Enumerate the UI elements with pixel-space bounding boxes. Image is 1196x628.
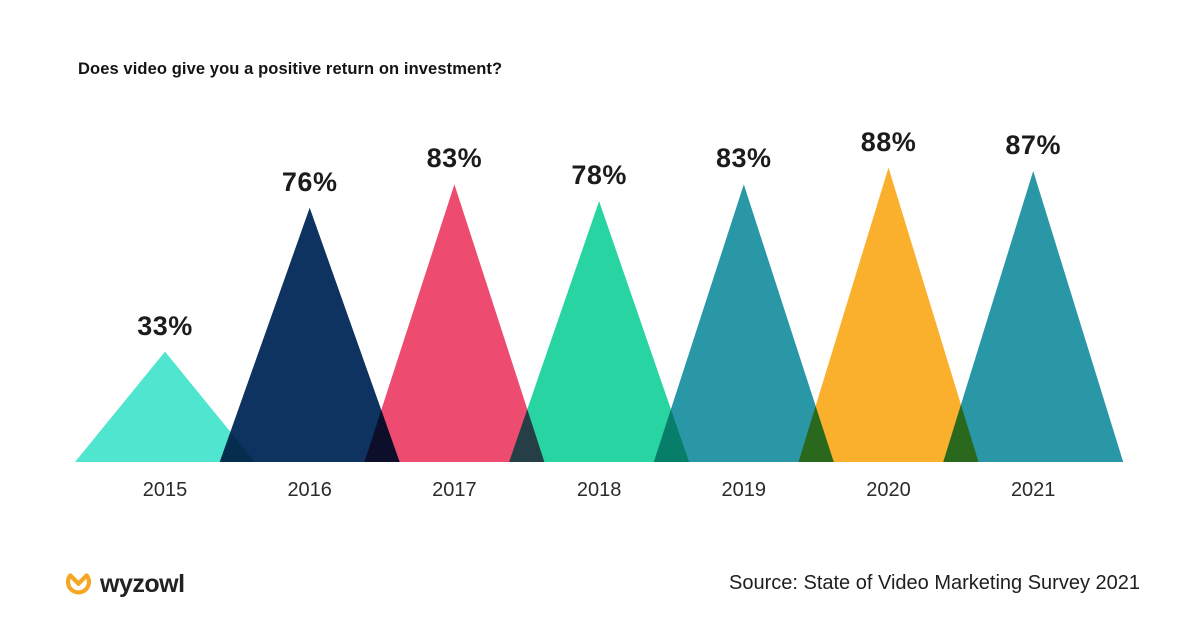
triangle-2017: [364, 184, 545, 463]
axis-label-2021: 2021: [1010, 479, 1056, 501]
value-label-2021: 87%: [1005, 129, 1061, 160]
value-label-2018: 78%: [571, 160, 627, 191]
triangle-2021: [943, 170, 1124, 463]
axis-label-2020: 2020: [866, 479, 911, 501]
axis-label-2017: 2017: [432, 479, 477, 501]
axis-label-2015: 2015: [142, 479, 188, 501]
value-label-2017: 83%: [426, 143, 483, 174]
triangle-2015: [75, 351, 255, 462]
owl-icon: [65, 572, 92, 595]
triangle-2016: [219, 207, 400, 462]
axis-label-2019: 2019: [721, 479, 767, 501]
value-label-2019: 83%: [716, 143, 772, 174]
triangle-2020: [798, 167, 979, 462]
wyzowl-logo-text: wyzowl: [100, 570, 185, 598]
source-attribution: Source: State of Video Marketing Survey …: [729, 572, 1140, 594]
value-label-2016: 76%: [281, 166, 338, 197]
axis-label-2018: 2018: [576, 479, 622, 501]
chart-title: Does video give you a positive return on…: [78, 60, 503, 78]
value-label-2020: 88%: [860, 126, 917, 157]
wyzowl-logo: wyzowl: [63, 570, 185, 599]
triangle-2018: [509, 201, 690, 462]
axis-label-2016: 2016: [287, 479, 332, 501]
triangle-2019: [653, 184, 834, 463]
value-label-2015: 33%: [137, 310, 193, 341]
